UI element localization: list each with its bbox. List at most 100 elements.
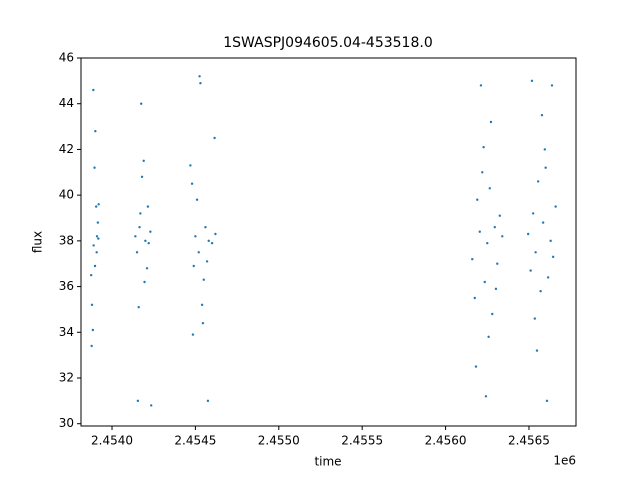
point	[541, 221, 545, 224]
point	[190, 182, 194, 185]
point	[498, 214, 501, 217]
point	[144, 239, 147, 243]
point	[92, 88, 95, 92]
point	[473, 296, 476, 300]
point	[92, 244, 95, 247]
point	[544, 166, 547, 169]
point	[483, 280, 486, 284]
point	[526, 232, 530, 236]
point	[90, 344, 93, 348]
point	[189, 164, 192, 167]
point	[489, 120, 493, 124]
point	[482, 145, 485, 149]
point	[143, 280, 146, 284]
y-tick-label: 44	[59, 96, 74, 110]
point	[138, 225, 141, 229]
point	[534, 251, 537, 254]
y-axis-label: flux	[31, 231, 45, 253]
point	[213, 136, 216, 140]
y-tick-label: 42	[59, 142, 74, 156]
point	[146, 205, 150, 208]
y-tick-label: 32	[59, 371, 74, 385]
point	[145, 267, 149, 270]
point	[474, 365, 478, 368]
x-offset-label: 1e6	[553, 454, 576, 468]
point	[93, 166, 96, 169]
point	[192, 264, 195, 268]
point	[493, 225, 496, 229]
point	[137, 305, 140, 309]
point	[97, 203, 100, 206]
point	[545, 399, 549, 403]
point	[199, 81, 202, 85]
point	[535, 349, 539, 352]
point	[481, 171, 484, 174]
y-tick-label: 36	[59, 279, 74, 293]
point	[94, 129, 97, 133]
point	[543, 148, 547, 151]
point	[554, 205, 557, 208]
point	[496, 262, 499, 265]
point	[89, 273, 93, 277]
point	[536, 180, 540, 183]
point	[97, 237, 100, 240]
point	[142, 159, 145, 163]
y-tick-label: 34	[59, 325, 74, 339]
point	[491, 312, 494, 316]
point	[147, 241, 150, 245]
point	[204, 225, 207, 229]
point	[487, 335, 490, 339]
point	[198, 75, 201, 78]
point	[214, 232, 217, 236]
y-tick-label: 38	[59, 233, 74, 247]
point	[96, 221, 100, 224]
point	[93, 264, 97, 268]
point	[149, 230, 152, 233]
x-tick-label: 2.4560	[425, 434, 467, 448]
x-tick-label: 2.4545	[174, 434, 216, 448]
x-axis-label: time	[314, 455, 341, 469]
point	[135, 251, 139, 254]
x-tick-label: 2.4550	[258, 434, 300, 448]
point	[134, 235, 137, 238]
point	[486, 241, 489, 245]
point	[530, 79, 534, 83]
point	[533, 317, 537, 320]
point	[197, 251, 200, 254]
point	[200, 303, 204, 307]
point	[150, 404, 153, 407]
point	[202, 278, 205, 281]
point	[484, 395, 488, 398]
point	[206, 399, 210, 403]
y-tick-label: 30	[59, 416, 74, 430]
point	[205, 260, 209, 263]
point	[501, 235, 504, 238]
point	[91, 328, 95, 332]
point	[95, 235, 99, 238]
x-tick-label: 2.4555	[341, 434, 383, 448]
plot-area	[89, 75, 557, 407]
point	[191, 333, 195, 336]
point	[95, 251, 98, 254]
point	[531, 212, 535, 215]
point	[479, 84, 483, 87]
point	[207, 239, 210, 243]
point	[140, 102, 143, 105]
point	[194, 235, 197, 238]
y-tick-label: 46	[59, 51, 74, 65]
point	[140, 175, 144, 179]
y-tick-label: 40	[59, 188, 74, 202]
point	[540, 113, 544, 117]
point	[488, 187, 491, 190]
point	[539, 289, 542, 293]
point	[549, 239, 552, 243]
point	[471, 257, 474, 261]
x-tick-label: 2.4565	[508, 434, 550, 448]
point	[201, 321, 205, 325]
point	[90, 303, 94, 307]
axes-frame	[80, 57, 577, 427]
point	[478, 230, 481, 233]
point	[529, 269, 532, 272]
